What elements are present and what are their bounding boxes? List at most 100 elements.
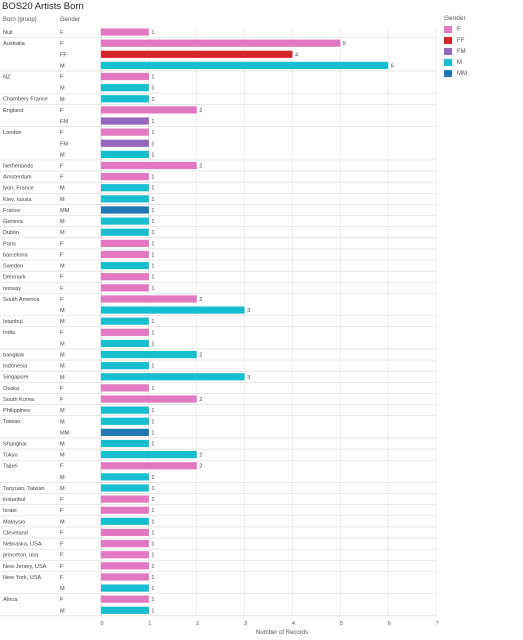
legend-item-fm[interactable]: FM: [444, 46, 467, 57]
legend-item-ff[interactable]: FF: [444, 35, 467, 46]
x-tick-label: 7: [435, 621, 438, 627]
legend-swatch: [444, 48, 452, 55]
bar-value-label: 2: [199, 353, 202, 359]
bar-value-label: 1: [151, 219, 154, 225]
row-header-born-group: Born (group): [3, 17, 37, 23]
bar: [101, 451, 197, 459]
bar: [101, 539, 149, 548]
legend-swatch: [444, 70, 452, 77]
bar-value-label: 1: [151, 252, 154, 258]
bar-value-label: 1: [151, 141, 154, 147]
bar: [101, 217, 149, 225]
bar-value-label: 1: [151, 608, 154, 614]
bar: [101, 28, 149, 36]
bar: [101, 228, 149, 236]
bar: [101, 439, 149, 448]
x-tick-label: 6: [388, 621, 391, 627]
legend: Gender F FF FM M MM: [444, 15, 467, 79]
bar-value-label: 5: [343, 41, 346, 47]
legend-item-f[interactable]: F: [444, 24, 467, 35]
group-label: Shanghai: [3, 441, 27, 447]
bar-value-label: 1: [151, 208, 154, 214]
bar-value-label: 1: [151, 386, 154, 392]
bar: [101, 406, 149, 414]
bar: [101, 350, 197, 359]
group-label: England: [3, 108, 24, 114]
bar: [101, 484, 149, 492]
group-label: Paris: [3, 241, 16, 247]
legend-label: F: [457, 26, 461, 33]
bar: [101, 206, 149, 214]
group-label: norway: [3, 286, 21, 292]
legend-swatch: [444, 37, 452, 44]
gender-label: M: [60, 308, 65, 314]
bar-value-label: 1: [151, 119, 154, 125]
group-label: New Jersey, USA: [3, 564, 47, 570]
group-label: Israel: [3, 508, 17, 514]
bar: [101, 295, 197, 303]
group-label: Osaka: [3, 386, 20, 392]
bar-value-label: 1: [151, 241, 154, 247]
gender-label: F: [60, 497, 64, 503]
bar-value-label: 1: [151, 497, 154, 503]
bar: [101, 384, 149, 392]
legend-swatch: [444, 59, 452, 66]
bar-value-label: 2: [199, 108, 202, 114]
legend-item-m[interactable]: M: [444, 57, 467, 68]
bar-value-label: 2: [199, 397, 202, 403]
bar: [101, 195, 149, 203]
bar: [101, 173, 149, 181]
bar: [101, 117, 149, 125]
group-label: Taiwan: [3, 419, 20, 425]
gender-label: F: [60, 542, 64, 548]
bar-value-label: 6: [391, 63, 394, 69]
gender-label: F: [60, 508, 64, 514]
row-header-gender: Gender: [60, 17, 81, 23]
bar-value-label: 1: [151, 152, 154, 158]
gender-label: M: [60, 319, 65, 325]
legend-label: MM: [457, 70, 467, 77]
group-label: instanbul: [3, 497, 25, 503]
gender-label: M: [60, 419, 65, 425]
gender-label: M: [60, 197, 65, 203]
group-label: Singapore: [3, 375, 29, 381]
bar: [101, 562, 149, 570]
gender-label: M: [60, 186, 65, 192]
bar: [101, 473, 149, 481]
bar-value-label: 3: [247, 308, 250, 314]
group-label: Sweden: [3, 264, 23, 270]
gender-label: F: [60, 164, 64, 170]
bar: [101, 362, 149, 370]
legend-item-mm[interactable]: MM: [444, 68, 467, 79]
gender-label: M: [60, 152, 65, 158]
gender-label: F: [60, 108, 64, 114]
gender-label: M: [60, 86, 65, 92]
gender-label: F: [60, 130, 64, 136]
gender-label: M: [60, 408, 65, 414]
gender-label: F: [60, 175, 64, 181]
group-label: Australia: [3, 41, 26, 47]
bar-value-label: 1: [151, 30, 154, 36]
x-tick-label: 2: [196, 621, 199, 627]
gender-label: M: [60, 341, 65, 347]
group-label: Africa: [3, 597, 18, 603]
gender-label: F: [60, 75, 64, 81]
bar: [101, 573, 149, 581]
chart-title: BOS20 Artists Born: [2, 1, 84, 12]
bar: [101, 606, 149, 614]
bar: [101, 417, 149, 425]
bar-value-label: 1: [151, 186, 154, 192]
bar: [101, 495, 149, 503]
group-label: Philippines: [3, 408, 30, 414]
bar: [101, 284, 149, 292]
bar: [101, 161, 197, 170]
bar-value-label: 1: [151, 330, 154, 336]
gender-label: F: [60, 30, 64, 36]
gender-label: F: [60, 41, 64, 47]
bar: [101, 95, 149, 103]
legend-swatch: [444, 26, 452, 33]
x-tick-label: 5: [340, 621, 343, 627]
bar-value-label: 1: [151, 564, 154, 570]
gender-label: M: [60, 219, 65, 225]
